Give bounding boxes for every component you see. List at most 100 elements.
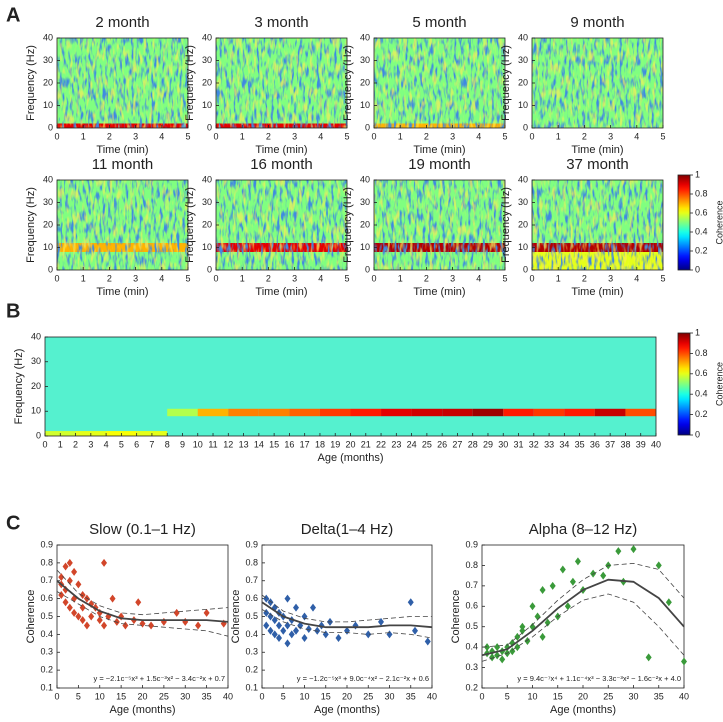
x-tick-label: 23 bbox=[391, 439, 401, 449]
data-point bbox=[514, 643, 521, 652]
data-point bbox=[203, 608, 210, 617]
x-tick-label: 30 bbox=[180, 691, 190, 701]
y-tick-label: 40 bbox=[518, 32, 528, 42]
x-tick-label: 1 bbox=[398, 273, 403, 283]
y-tick-label: 0.4 bbox=[465, 642, 478, 652]
y-axis-label: Frequency (Hz) bbox=[500, 187, 512, 263]
data-point bbox=[600, 571, 607, 580]
x-tick-label: 29 bbox=[483, 439, 493, 449]
y-axis-label: Coherence bbox=[25, 590, 37, 644]
panel-label: B bbox=[6, 300, 20, 322]
y-tick-label: 0 bbox=[523, 122, 528, 132]
y-tick-label: 1 bbox=[695, 327, 700, 337]
data-point bbox=[615, 547, 622, 556]
x-tick-label: 0 bbox=[479, 691, 484, 701]
y-tick-label: 10 bbox=[31, 406, 41, 416]
data-point bbox=[499, 655, 506, 664]
x-tick-label: 30 bbox=[498, 439, 508, 449]
fit-line bbox=[481, 578, 685, 657]
x-tick-label: 38 bbox=[620, 439, 630, 449]
y-tick-label: 40 bbox=[43, 174, 53, 184]
data-point bbox=[569, 577, 576, 586]
data-point bbox=[544, 618, 551, 627]
x-tick-label: 15 bbox=[553, 691, 563, 701]
y-tick-label: 0.6 bbox=[465, 601, 478, 611]
x-tick-label: 40 bbox=[223, 691, 233, 701]
y-tick-label: 0.5 bbox=[245, 611, 258, 621]
plot-frame bbox=[215, 179, 348, 271]
data-point bbox=[101, 621, 108, 630]
x-tick-label: 10 bbox=[95, 691, 105, 701]
data-point bbox=[564, 602, 571, 611]
data-point bbox=[539, 632, 546, 641]
y-tick-label: 30 bbox=[43, 197, 53, 207]
x-tick-label: 11 bbox=[208, 439, 217, 449]
y-tick-label: 0.4 bbox=[40, 629, 53, 639]
panel-label: A bbox=[6, 4, 20, 26]
data-point bbox=[524, 637, 531, 646]
data-point bbox=[263, 621, 270, 630]
y-axis-label: Coherence bbox=[450, 590, 462, 644]
data-point bbox=[645, 653, 652, 662]
y-tick-label: 20 bbox=[360, 77, 370, 87]
x-tick-label: 32 bbox=[529, 439, 539, 449]
y-tick-label: 10 bbox=[360, 242, 370, 252]
x-tick-label: 2 bbox=[266, 131, 271, 141]
x-tick-label: 2 bbox=[424, 273, 429, 283]
data-point bbox=[276, 621, 282, 630]
x-tick-label: 12 bbox=[223, 439, 233, 449]
heatmap-background bbox=[45, 337, 656, 436]
subplot-title: 37 month bbox=[566, 156, 629, 173]
data-point bbox=[62, 598, 69, 607]
x-tick-label: 10 bbox=[527, 691, 537, 701]
y-tick-label: 0.2 bbox=[695, 409, 708, 419]
x-tick-label: 15 bbox=[116, 691, 126, 701]
x-tick-label: 27 bbox=[452, 439, 462, 449]
y-tick-label: 30 bbox=[360, 55, 370, 65]
x-tick-label: 5 bbox=[502, 131, 507, 141]
x-axis-label: Time (min) bbox=[413, 144, 465, 156]
data-point bbox=[301, 612, 308, 621]
y-tick-label: 0.2 bbox=[695, 245, 708, 255]
x-tick-label: 0 bbox=[213, 273, 218, 283]
data-point bbox=[109, 594, 116, 603]
x-tick-label: 35 bbox=[575, 439, 585, 449]
y-tick-label: 20 bbox=[202, 77, 212, 87]
y-tick-label: 0.1 bbox=[245, 682, 258, 692]
x-tick-label: 40 bbox=[651, 439, 661, 449]
plot-frame bbox=[44, 336, 657, 437]
data-point bbox=[284, 639, 291, 648]
ridge-cell bbox=[228, 408, 259, 417]
data-point bbox=[79, 591, 86, 600]
x-tick-label: 3 bbox=[88, 439, 93, 449]
x-tick-label: 5 bbox=[660, 273, 665, 283]
x-tick-label: 1 bbox=[240, 131, 245, 141]
y-tick-label: 0.9 bbox=[40, 539, 53, 549]
data-point bbox=[96, 616, 103, 625]
data-point bbox=[276, 633, 282, 642]
y-axis-label: Frequency (Hz) bbox=[13, 349, 25, 425]
y-tick-label: 0 bbox=[36, 430, 41, 440]
data-point bbox=[514, 632, 521, 641]
x-tick-label: 7 bbox=[149, 439, 154, 449]
y-tick-label: 40 bbox=[31, 331, 41, 341]
y-tick-label: 0.6 bbox=[695, 368, 708, 378]
plot-frame bbox=[677, 174, 691, 271]
x-tick-label: 40 bbox=[679, 691, 689, 701]
x-axis-label: Time (min) bbox=[413, 286, 465, 298]
y-axis-label: Frequency (Hz) bbox=[25, 45, 37, 121]
x-tick-label: 35 bbox=[202, 691, 212, 701]
x-tick-label: 4 bbox=[159, 131, 164, 141]
x-tick-label: 20 bbox=[578, 691, 588, 701]
fit-upper-bound bbox=[481, 562, 685, 648]
x-tick-label: 5 bbox=[344, 273, 349, 283]
data-point bbox=[494, 651, 501, 660]
y-tick-label: 20 bbox=[31, 381, 41, 391]
plot-frame bbox=[531, 37, 664, 129]
data-point bbox=[494, 643, 501, 652]
y-tick-label: 0.9 bbox=[245, 539, 258, 549]
plot-frame bbox=[215, 37, 348, 129]
data-point bbox=[305, 625, 312, 634]
ridge-cell bbox=[533, 408, 565, 417]
x-tick-label: 2 bbox=[107, 131, 112, 141]
